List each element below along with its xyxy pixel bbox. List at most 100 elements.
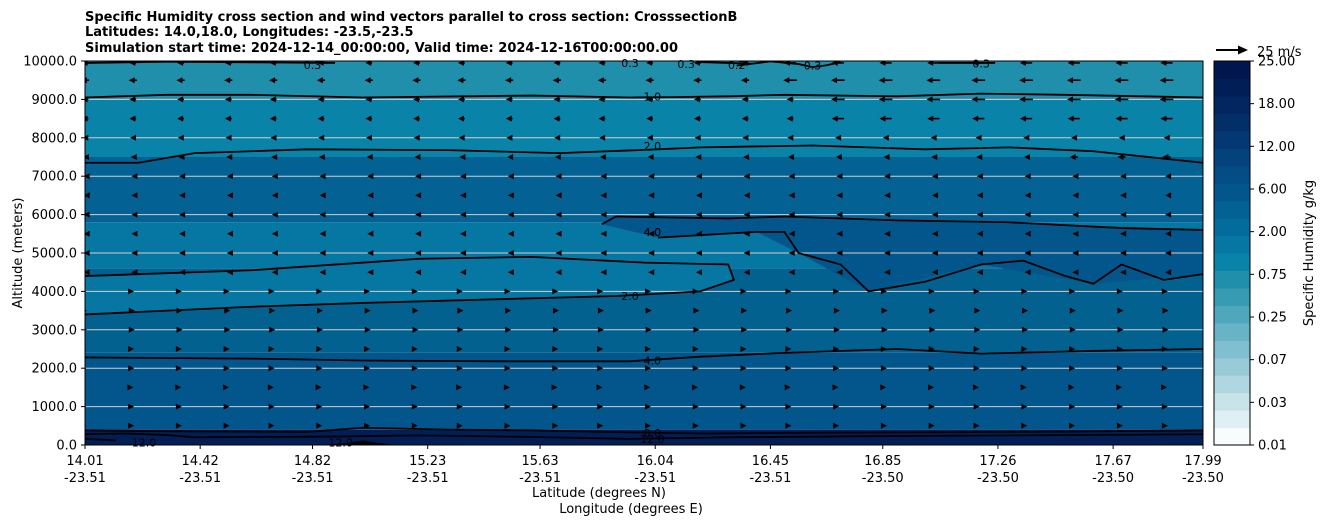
wind-vector bbox=[130, 154, 137, 160]
wind-vector bbox=[268, 346, 275, 352]
wind-vector bbox=[833, 422, 840, 429]
wind-vector bbox=[127, 384, 134, 391]
colorbar-segment bbox=[1214, 78, 1250, 97]
wind-vector bbox=[177, 61, 184, 66]
quiver-key: 25 m/s bbox=[1216, 45, 1302, 60]
chart-title-line-1: Specific Humidity cross section and wind… bbox=[85, 10, 737, 25]
wind-vector bbox=[507, 154, 514, 160]
wind-vector bbox=[743, 230, 750, 237]
wind-vector bbox=[976, 211, 983, 218]
wind-vector bbox=[1159, 96, 1174, 103]
wind-vector bbox=[316, 288, 323, 295]
wind-vector bbox=[319, 269, 326, 276]
wind-vector bbox=[1161, 403, 1168, 410]
wind-vector bbox=[507, 269, 514, 276]
colorbar-segment bbox=[1214, 113, 1250, 132]
wind-vector bbox=[597, 288, 604, 295]
y-tick-label: 1000.0 bbox=[32, 400, 78, 415]
wind-vector bbox=[413, 96, 420, 103]
humidity-band bbox=[85, 352, 1203, 430]
wind-vector bbox=[226, 154, 233, 160]
wind-vector bbox=[179, 269, 186, 276]
wind-vector bbox=[268, 365, 275, 372]
wind-vector bbox=[552, 77, 561, 84]
wind-vector bbox=[973, 346, 980, 352]
wind-vector bbox=[224, 77, 233, 84]
wind-vector bbox=[884, 250, 891, 256]
wind-vector bbox=[456, 384, 463, 391]
wind-vector bbox=[458, 61, 465, 66]
wind-vector bbox=[973, 365, 980, 372]
colorbar-segment bbox=[1214, 253, 1250, 272]
wind-vector bbox=[1019, 115, 1033, 122]
wind-vector bbox=[696, 192, 703, 199]
wind-vector bbox=[1162, 326, 1169, 333]
wind-vector bbox=[878, 77, 893, 84]
wind-vector bbox=[693, 61, 701, 66]
wind-vector bbox=[928, 384, 935, 391]
wind-vector bbox=[884, 173, 891, 180]
wind-vector bbox=[1162, 307, 1169, 314]
wind-vector bbox=[224, 326, 231, 333]
wind-vector bbox=[456, 365, 463, 372]
wind-vector bbox=[364, 288, 371, 295]
y-axis-label: Altitude (meters) bbox=[11, 198, 26, 309]
wind-vector bbox=[316, 403, 323, 410]
wind-vector bbox=[696, 230, 703, 237]
contour-label: 0.3 bbox=[621, 57, 639, 70]
wind-vector bbox=[552, 365, 559, 372]
wind-vector bbox=[1021, 346, 1028, 352]
colorbar-segment bbox=[1214, 130, 1250, 149]
wind-vector bbox=[692, 422, 699, 429]
wind-vector bbox=[1020, 384, 1027, 391]
wind-vector bbox=[973, 288, 980, 295]
wind-vector bbox=[833, 403, 840, 410]
wind-vector bbox=[743, 269, 750, 276]
wind-vector bbox=[783, 77, 797, 84]
wind-vector bbox=[971, 77, 986, 84]
wind-vector bbox=[1118, 134, 1125, 141]
wind-vector bbox=[692, 346, 699, 352]
wind-vector bbox=[365, 115, 373, 122]
wind-vector bbox=[928, 288, 935, 295]
wind-vector bbox=[696, 173, 703, 180]
wind-vector bbox=[788, 269, 795, 276]
chart-title: Specific Humidity cross section and wind… bbox=[85, 10, 737, 56]
wind-vector bbox=[367, 192, 374, 199]
wind-vector bbox=[1066, 77, 1081, 84]
wind-vector bbox=[1024, 250, 1031, 256]
wind-vector bbox=[831, 61, 844, 66]
wind-vector bbox=[743, 173, 750, 180]
wind-vector bbox=[1161, 365, 1168, 372]
wind-vector bbox=[176, 326, 183, 333]
wind-vector bbox=[788, 154, 795, 160]
x-tick-label-lon: -23.51 bbox=[519, 471, 561, 486]
wind-vector bbox=[553, 115, 561, 122]
wind-vector bbox=[929, 326, 936, 333]
wind-vector bbox=[364, 326, 371, 333]
wind-vector bbox=[367, 250, 374, 256]
wind-vector bbox=[928, 346, 935, 352]
colorbar-segment bbox=[1214, 287, 1250, 306]
wind-vector bbox=[131, 211, 138, 218]
wind-vector bbox=[319, 230, 326, 237]
wind-vector bbox=[742, 134, 749, 141]
wind-vector bbox=[972, 384, 979, 391]
wind-vector bbox=[644, 403, 651, 410]
wind-vector bbox=[415, 250, 422, 256]
contour-label: 2.0 bbox=[644, 140, 662, 153]
wind-vector bbox=[415, 192, 422, 199]
x-axis-label-longitude: Longitude (degrees E) bbox=[559, 502, 703, 517]
wind-vector bbox=[364, 365, 371, 372]
wind-vector bbox=[1116, 422, 1123, 429]
humidity-band bbox=[85, 157, 1203, 223]
wind-vector bbox=[507, 250, 514, 256]
wind-vector bbox=[600, 173, 607, 180]
wind-vector bbox=[1069, 346, 1076, 352]
wind-vector bbox=[555, 173, 562, 180]
wind-vector bbox=[224, 115, 232, 122]
colorbar-tick-label: 0.03 bbox=[1258, 396, 1287, 411]
colorbar-segment bbox=[1214, 375, 1250, 394]
wind-vector bbox=[693, 77, 702, 84]
wind-vector bbox=[318, 154, 325, 160]
